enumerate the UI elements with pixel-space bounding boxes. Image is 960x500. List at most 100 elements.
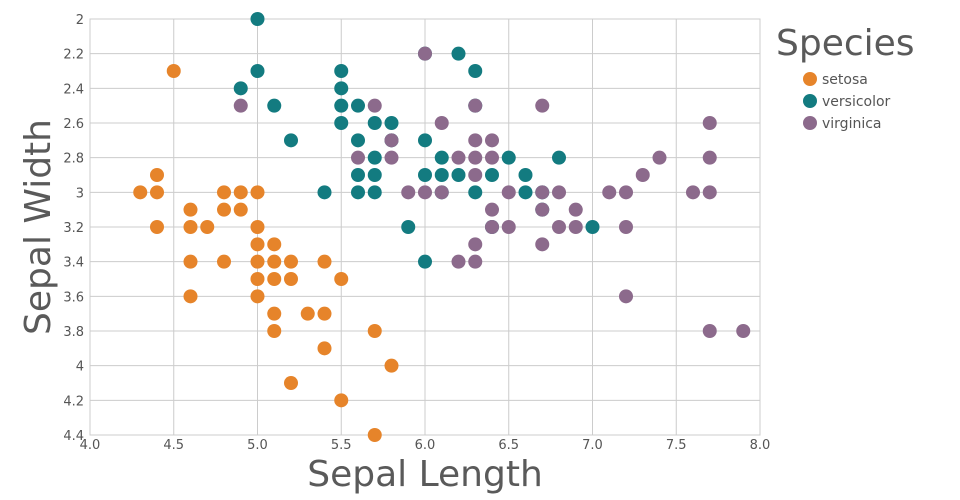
data-point — [351, 98, 365, 113]
data-point — [619, 185, 633, 200]
data-point — [334, 98, 349, 113]
data-point — [468, 237, 483, 252]
data-point — [568, 202, 583, 217]
x-axis-title: Sepal Length — [307, 454, 543, 495]
data-point — [535, 185, 550, 200]
data-point — [468, 185, 483, 200]
data-point — [284, 272, 298, 286]
y-tick-label: 4.2 — [63, 394, 84, 409]
data-point — [468, 150, 483, 165]
data-point — [434, 150, 449, 165]
x-tick-label: 7.0 — [582, 438, 603, 453]
y-tick-label: 3 — [76, 186, 84, 201]
data-point — [451, 150, 466, 165]
legend: Species setosa versicolor virginica — [776, 23, 915, 132]
data-point — [485, 150, 499, 165]
data-point — [267, 272, 282, 286]
data-point — [351, 150, 365, 165]
data-point — [434, 116, 449, 130]
data-point — [133, 185, 148, 200]
data-point — [501, 185, 516, 200]
data-point — [434, 168, 449, 182]
data-point — [250, 220, 265, 234]
data-point — [384, 358, 399, 373]
data-point — [217, 202, 231, 217]
x-tick-label: 4.0 — [80, 438, 101, 453]
data-point — [485, 133, 499, 148]
x-tick-label: 5.5 — [331, 438, 352, 453]
x-tick-label: 8.0 — [750, 438, 771, 453]
data-point — [401, 185, 416, 200]
y-tick-label: 2.4 — [63, 82, 84, 97]
data-point — [267, 324, 282, 338]
data-point — [485, 202, 499, 217]
data-point — [150, 220, 164, 234]
x-axis-ticks: 4.0 4.5 5.0 5.5 6.0 6.5 7.0 7.5 8.0 — [80, 438, 771, 453]
legend-label-virginica: virginica — [822, 116, 882, 132]
data-point — [334, 116, 349, 130]
series-setosa — [133, 64, 399, 442]
data-point — [300, 306, 315, 321]
x-tick-label: 5.0 — [247, 438, 268, 453]
data-point — [702, 116, 717, 130]
data-point — [518, 168, 533, 182]
data-point — [351, 168, 365, 182]
data-point — [267, 254, 282, 269]
data-point — [233, 185, 248, 200]
data-point — [518, 185, 533, 200]
data-point — [250, 237, 265, 252]
data-point — [150, 185, 164, 200]
data-point — [468, 133, 483, 148]
data-point — [418, 185, 432, 200]
data-point — [585, 220, 600, 234]
data-point — [284, 133, 298, 148]
series-virginica — [233, 46, 751, 338]
x-tick-label: 4.5 — [163, 438, 184, 453]
legend-label-versicolor: versicolor — [822, 94, 891, 110]
data-point — [468, 64, 483, 78]
data-point — [250, 185, 265, 200]
data-point — [367, 116, 382, 130]
data-point — [552, 220, 566, 234]
y-tick-label: 2.2 — [63, 48, 84, 63]
data-point — [686, 185, 700, 200]
data-point — [384, 150, 399, 165]
legend-swatch-versicolor — [803, 94, 817, 108]
data-point — [619, 220, 633, 234]
data-point — [183, 202, 198, 217]
data-point — [418, 254, 432, 269]
legend-swatch-setosa — [803, 72, 817, 86]
data-point — [334, 393, 349, 408]
data-point — [217, 185, 231, 200]
data-point — [317, 341, 332, 356]
data-point — [468, 168, 483, 182]
data-point — [284, 254, 298, 269]
data-point — [485, 168, 499, 182]
legend-label-setosa: setosa — [822, 72, 868, 88]
data-point — [367, 168, 382, 182]
data-point — [334, 272, 349, 286]
data-point — [619, 289, 633, 304]
data-point — [317, 306, 332, 321]
data-point — [401, 220, 416, 234]
data-point — [183, 220, 198, 234]
data-point — [233, 81, 248, 96]
data-point — [501, 150, 516, 165]
data-point — [284, 376, 298, 390]
y-tick-label: 3.8 — [63, 325, 84, 340]
data-point — [702, 324, 717, 338]
data-point — [250, 254, 265, 269]
legend-swatch-virginica — [803, 116, 817, 130]
y-tick-label: 2.6 — [63, 117, 84, 132]
data-point — [552, 185, 566, 200]
data-point — [233, 98, 248, 113]
data-point — [535, 202, 550, 217]
data-point — [602, 185, 617, 200]
data-point — [485, 220, 499, 234]
x-tick-label: 7.5 — [666, 438, 687, 453]
y-tick-label: 2.8 — [63, 152, 84, 167]
series-versicolor — [233, 12, 600, 269]
data-point — [367, 98, 382, 113]
plot-area — [89, 18, 761, 436]
